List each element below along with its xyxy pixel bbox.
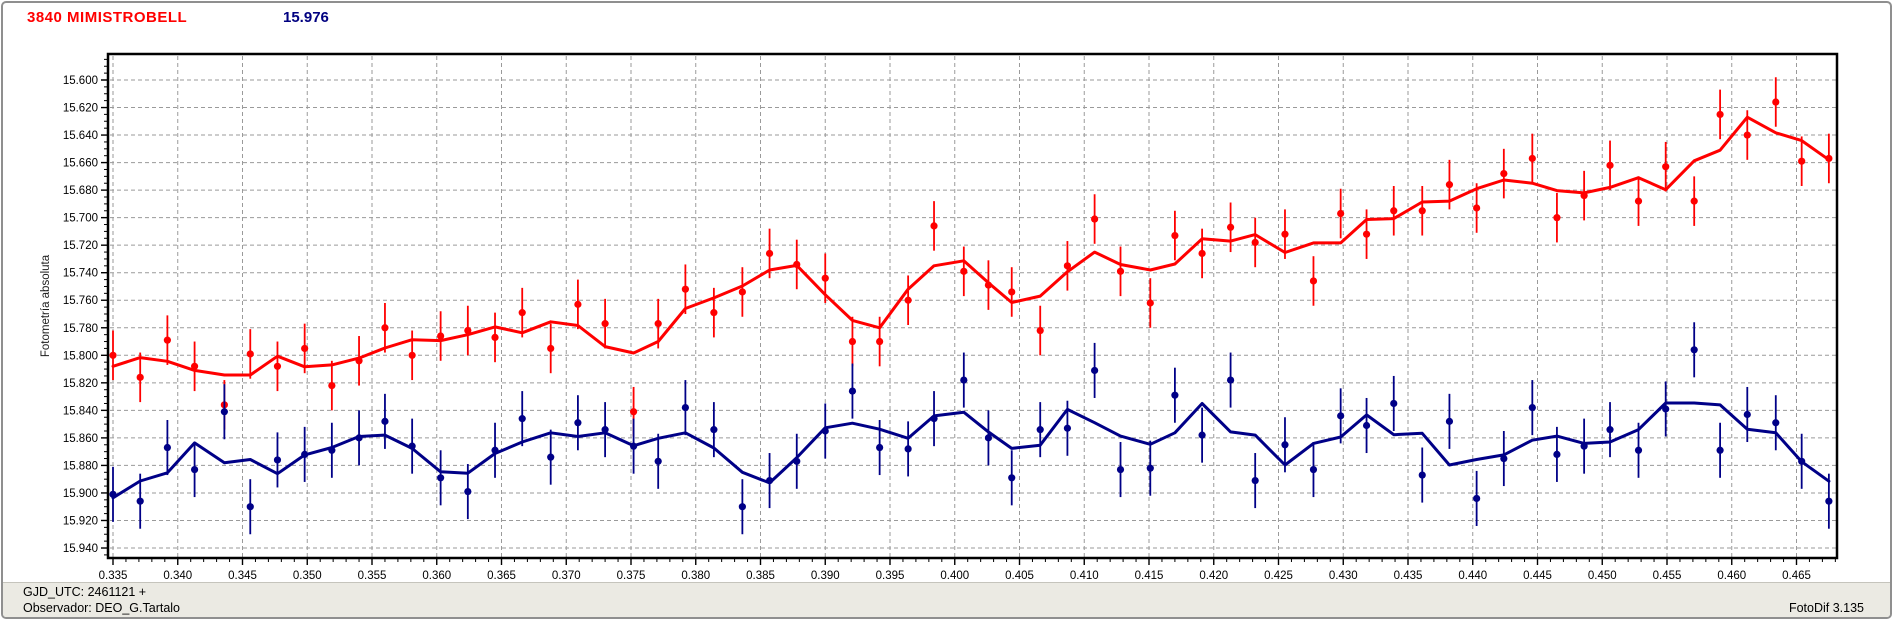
svg-text:15.720: 15.720 [63,240,98,252]
svg-text:15.940: 15.940 [63,543,98,555]
svg-text:0.465: 0.465 [1782,570,1811,582]
object-title: 3840 MIMISTROBELL [27,9,188,26]
svg-text:0.360: 0.360 [422,570,451,582]
svg-text:15.660: 15.660 [63,158,98,170]
svg-text:15.860: 15.860 [63,433,98,445]
svg-text:15.840: 15.840 [63,405,98,417]
svg-text:0.425: 0.425 [1264,570,1293,582]
svg-text:0.350: 0.350 [293,570,322,582]
svg-text:0.365: 0.365 [487,570,516,582]
svg-text:0.410: 0.410 [1070,570,1099,582]
svg-text:15.820: 15.820 [63,378,98,390]
svg-text:15.740: 15.740 [63,268,98,280]
svg-text:0.440: 0.440 [1458,570,1487,582]
svg-text:0.450: 0.450 [1588,570,1617,582]
light-curve-plot[interactable]: 15.600 15.620 15.640 15.660 15.680 15.700 15.7… [3,3,1892,583]
svg-text:0.455: 0.455 [1653,570,1682,582]
status-app-version: FotoDif 3.135 [1788,601,1864,615]
svg-text:0.375: 0.375 [617,570,646,582]
svg-text:0.340: 0.340 [163,570,192,582]
svg-text:15.800: 15.800 [63,350,98,362]
svg-text:15.900: 15.900 [63,488,98,500]
svg-text:Fotometría absoluta: Fotometría absoluta [40,254,52,357]
svg-text:0.390: 0.390 [811,570,840,582]
svg-text:0.445: 0.445 [1523,570,1552,582]
status-bar: GJD_UTC: 2461121 + Observador: DEO_G.Tar… [3,582,1890,617]
status-gjd-utc: GJD_UTC: 2461121 + [23,585,147,599]
svg-text:15.700: 15.700 [63,213,98,225]
status-observer: Observador: DEO_G.Tartalo [23,601,181,615]
svg-text:0.355: 0.355 [358,570,387,582]
svg-text:0.385: 0.385 [746,570,775,582]
svg-text:15.920: 15.920 [63,515,98,527]
svg-text:15.780: 15.780 [63,323,98,335]
svg-text:0.380: 0.380 [681,570,710,582]
svg-text:0.405: 0.405 [1005,570,1034,582]
svg-text:0.420: 0.420 [1199,570,1228,582]
magnitude-value: 15.976 [283,9,329,26]
svg-text:15.620: 15.620 [63,103,98,115]
svg-text:0.430: 0.430 [1329,570,1358,582]
svg-text:0.415: 0.415 [1135,570,1164,582]
svg-text:0.395: 0.395 [876,570,905,582]
svg-text:15.880: 15.880 [63,460,98,472]
svg-text:0.345: 0.345 [228,570,257,582]
svg-text:0.400: 0.400 [940,570,969,582]
svg-text:0.370: 0.370 [552,570,581,582]
svg-text:0.335: 0.335 [99,570,128,582]
svg-text:0.435: 0.435 [1394,570,1423,582]
svg-text:15.640: 15.640 [63,130,98,142]
svg-text:15.760: 15.760 [63,295,98,307]
svg-text:0.460: 0.460 [1717,570,1746,582]
svg-text:15.680: 15.680 [63,185,98,197]
svg-text:15.600: 15.600 [63,75,98,87]
